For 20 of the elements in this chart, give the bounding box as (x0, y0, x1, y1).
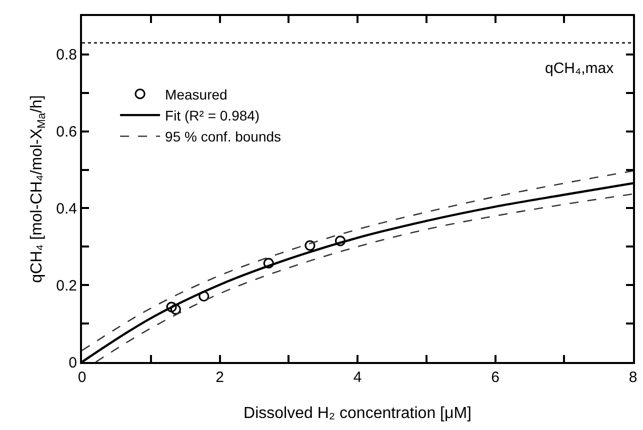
y-tick-label: 0.6 (56, 124, 77, 141)
point (166, 302, 177, 312)
point (170, 304, 181, 315)
legend-label: Fit (R² = 0.984) (165, 108, 260, 124)
y-tick-label: 0.4 (56, 200, 77, 218)
y-tick-label: 0 (68, 354, 77, 372)
x-tick-label: 6 (491, 369, 500, 386)
legend-label: Measured (165, 86, 228, 102)
x-tick-label: 8 (628, 369, 638, 386)
point (304, 240, 316, 251)
ref-line-label: qCH₄,max (545, 60, 614, 77)
point (334, 236, 346, 246)
y-tick-label: 0.2 (56, 277, 77, 294)
y-tick-label: 0.8 (56, 46, 77, 64)
legend-label: 95 % conf. bounds (165, 128, 282, 145)
x-tick-label: 2 (216, 369, 224, 386)
point (198, 290, 210, 302)
x-axis-title: Dissolved H₂ concentration [μM] (244, 405, 472, 422)
x-tick-label: 4 (353, 369, 362, 386)
point (263, 258, 274, 268)
